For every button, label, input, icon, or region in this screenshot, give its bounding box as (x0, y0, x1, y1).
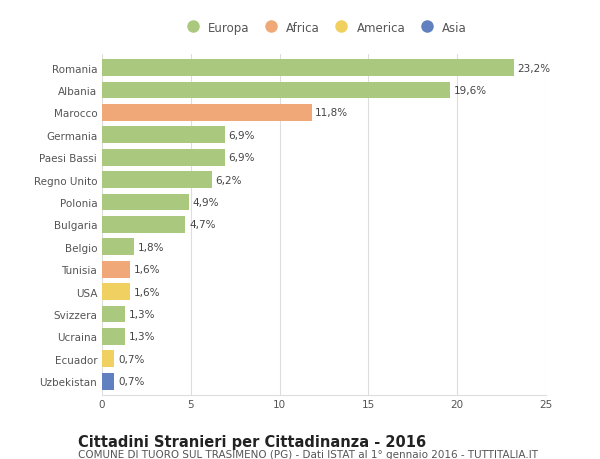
Bar (102, 172, 212, 189)
Bar (102, 105, 311, 122)
Text: 4,9%: 4,9% (193, 197, 219, 207)
Text: 6,9%: 6,9% (228, 130, 254, 140)
Bar (102, 127, 224, 144)
Bar (102, 351, 115, 367)
Text: 1,8%: 1,8% (137, 242, 164, 252)
Bar (102, 261, 130, 278)
Bar (102, 150, 224, 166)
Bar (102, 83, 450, 99)
Text: 6,2%: 6,2% (215, 175, 242, 185)
Text: 1,6%: 1,6% (134, 264, 160, 274)
Legend: Europa, Africa, America, Asia: Europa, Africa, America, Asia (176, 17, 472, 39)
Text: 1,3%: 1,3% (128, 332, 155, 341)
Bar (102, 373, 115, 390)
Text: 0,7%: 0,7% (118, 354, 145, 364)
Bar (102, 328, 125, 345)
Bar (102, 306, 125, 323)
Text: 11,8%: 11,8% (315, 108, 348, 118)
Bar (102, 284, 130, 300)
Bar (102, 239, 134, 256)
Text: 0,7%: 0,7% (118, 376, 145, 386)
Bar (102, 217, 185, 233)
Text: COMUNE DI TUORO SUL TRASIMENO (PG) - Dati ISTAT al 1° gennaio 2016 - TUTTITALIA.: COMUNE DI TUORO SUL TRASIMENO (PG) - Dat… (78, 449, 538, 459)
Bar (102, 194, 189, 211)
Text: 6,9%: 6,9% (228, 153, 254, 163)
Text: Cittadini Stranieri per Cittadinanza - 2016: Cittadini Stranieri per Cittadinanza - 2… (78, 434, 426, 449)
Bar (102, 60, 514, 77)
Text: 23,2%: 23,2% (518, 63, 551, 73)
Text: 4,7%: 4,7% (189, 220, 215, 230)
Text: 19,6%: 19,6% (454, 86, 487, 96)
Text: 1,6%: 1,6% (134, 287, 160, 297)
Text: 1,3%: 1,3% (128, 309, 155, 319)
